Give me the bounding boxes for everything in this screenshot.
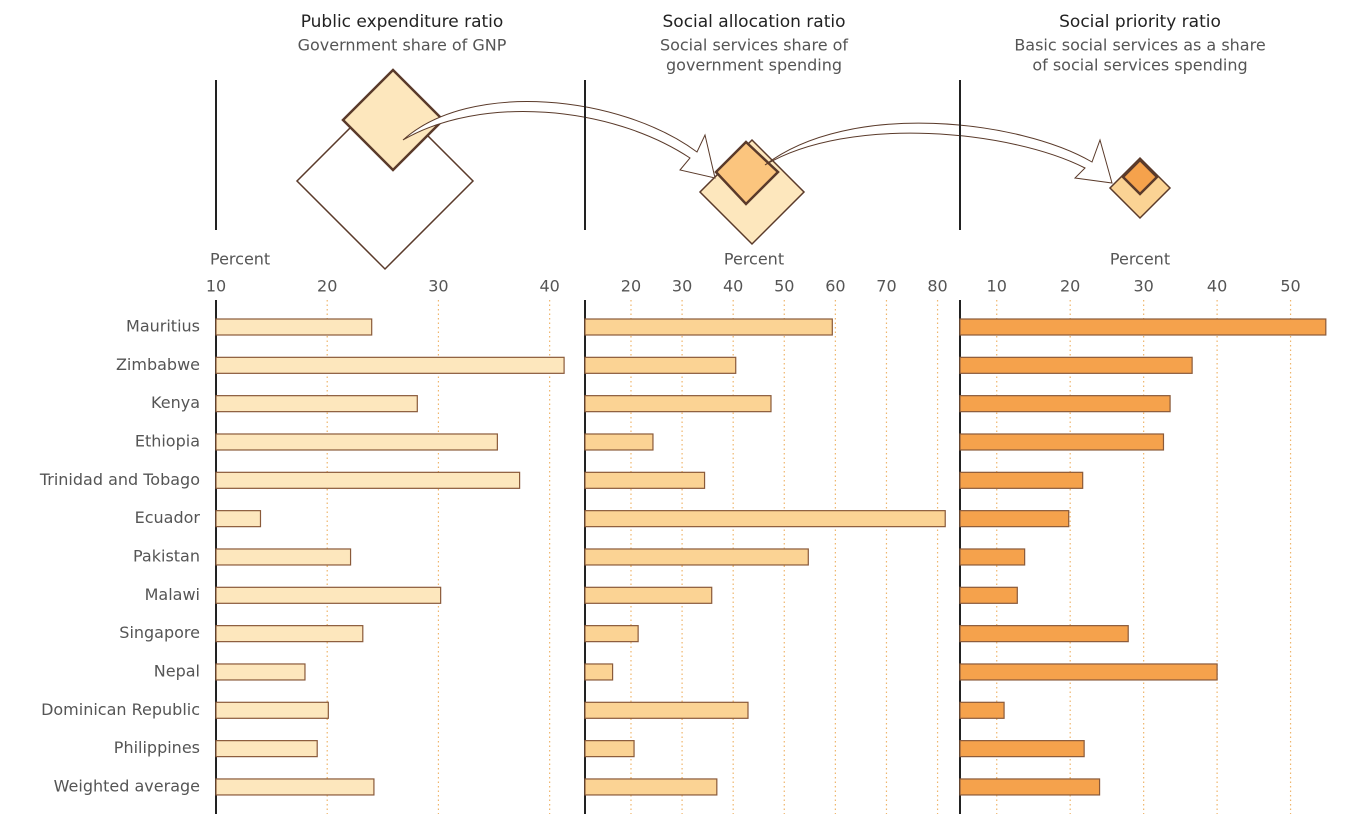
axis-label: Percent — [724, 250, 784, 269]
bar — [584, 356, 737, 374]
category-label: Trinidad and Tobago — [39, 470, 200, 489]
x-tick-label: 50 — [774, 277, 794, 296]
x-tick-label: 20 — [621, 277, 641, 296]
bar — [959, 318, 1327, 336]
category-label: Mauritius — [126, 317, 200, 336]
bar — [584, 395, 772, 413]
panel-subtitle: Social services share of — [660, 36, 848, 55]
x-tick-label: 30 — [428, 277, 448, 296]
x-tick-label: 70 — [876, 277, 896, 296]
bar — [584, 740, 635, 758]
bar — [959, 740, 1085, 758]
bar — [215, 625, 364, 643]
bar — [215, 318, 373, 336]
category-label: Pakistan — [133, 546, 200, 565]
panel-title: Social priority ratio — [1059, 12, 1221, 32]
bar — [959, 663, 1218, 681]
bar — [215, 663, 306, 681]
bar — [959, 778, 1101, 796]
bar — [215, 510, 262, 528]
x-tick-label: 10 — [987, 277, 1007, 296]
x-tick-label: 30 — [1133, 277, 1153, 296]
bar — [584, 471, 706, 489]
axis-label: Percent — [1110, 250, 1170, 269]
panel-title: Public expenditure ratio — [301, 12, 504, 32]
category-label: Singapore — [119, 623, 200, 642]
bar — [959, 471, 1084, 489]
bar — [959, 586, 1018, 604]
x-tick-label: 30 — [672, 277, 692, 296]
category-label: Ethiopia — [135, 431, 200, 450]
category-label: Malawi — [145, 585, 200, 604]
bar — [959, 548, 1026, 566]
bar — [584, 586, 713, 604]
category-label: Zimbabwe — [116, 355, 200, 374]
x-tick-label: 20 — [1060, 277, 1080, 296]
panel-title: Social allocation ratio — [663, 12, 846, 32]
decoration — [295, 68, 1172, 271]
bar — [584, 548, 809, 566]
bar — [215, 778, 375, 796]
panel-subtitle: Government share of GNP — [298, 36, 507, 55]
bar — [959, 625, 1129, 643]
panel-subtitle: government spending — [666, 56, 842, 75]
axis-label: Percent — [210, 250, 270, 269]
x-tick-label: 10 — [206, 277, 226, 296]
bar — [215, 586, 442, 604]
bar — [584, 625, 639, 643]
bar — [584, 433, 654, 451]
category-label: Kenya — [151, 393, 200, 412]
x-tick-label: 40 — [539, 277, 559, 296]
x-tick-label: 80 — [927, 277, 947, 296]
category-label: Philippines — [114, 738, 200, 757]
bar — [959, 701, 1005, 719]
bar — [584, 701, 749, 719]
category-label: Nepal — [154, 661, 200, 680]
x-tick-label: 40 — [1207, 277, 1227, 296]
x-tick-label: 20 — [317, 277, 337, 296]
bar — [584, 663, 614, 681]
bar — [959, 395, 1171, 413]
bar — [584, 510, 946, 528]
x-tick-label: 60 — [825, 277, 845, 296]
bar — [584, 778, 718, 796]
bar — [584, 318, 833, 336]
bar — [215, 471, 521, 489]
bar — [215, 548, 352, 566]
bar — [215, 740, 318, 758]
panel-subtitle: of social services spending — [1032, 56, 1247, 75]
x-tick-label: 50 — [1280, 277, 1300, 296]
category-label: Dominican Republic — [41, 700, 200, 719]
bar — [215, 433, 498, 451]
bar — [215, 356, 565, 374]
bar — [959, 510, 1070, 528]
x-tick-label: 40 — [723, 277, 743, 296]
category-label: Weighted average — [54, 776, 200, 795]
bar — [959, 356, 1193, 374]
bar — [959, 433, 1165, 451]
panel-subtitle: Basic social services as a share — [1014, 36, 1265, 55]
bar — [215, 395, 418, 413]
bar — [215, 701, 329, 719]
category-label: Ecuador — [135, 508, 201, 527]
